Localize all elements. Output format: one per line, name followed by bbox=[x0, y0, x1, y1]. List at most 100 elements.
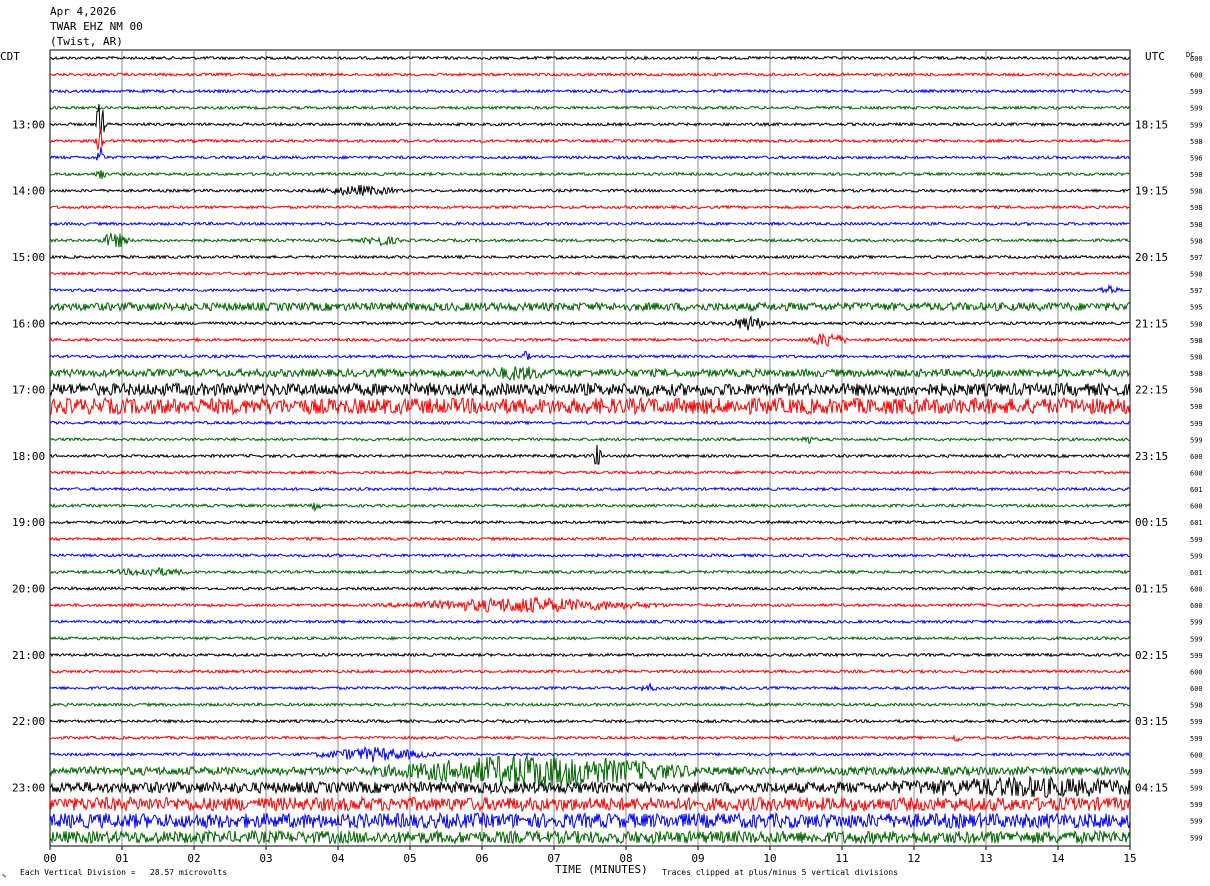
dc-value: 598 bbox=[1190, 387, 1203, 395]
right-hour-label: 04:15 bbox=[1135, 782, 1168, 795]
left-hour-label: 19:00 bbox=[12, 516, 45, 529]
dc-value: 600 bbox=[1190, 685, 1203, 693]
trace-row bbox=[49, 733, 1131, 743]
dc-value: 599 bbox=[1190, 536, 1203, 544]
dc-value: 598 bbox=[1190, 320, 1203, 328]
right-hour-label: 23:15 bbox=[1135, 450, 1168, 463]
dc-value: 600 bbox=[1190, 602, 1203, 610]
dc-value: 599 bbox=[1190, 88, 1203, 96]
x-tick-label: 14 bbox=[1051, 852, 1065, 865]
x-tick-label: 08 bbox=[619, 852, 632, 865]
trace-row bbox=[49, 350, 1131, 361]
right-hour-label: 00:15 bbox=[1135, 516, 1168, 529]
trace-row bbox=[49, 366, 1131, 381]
trace-row bbox=[49, 536, 1131, 542]
dc-header-label: DC bbox=[1186, 51, 1194, 59]
header-date: Apr 4,2026 bbox=[50, 5, 116, 18]
plot-frame bbox=[49, 49, 1131, 847]
trace-group bbox=[49, 55, 1131, 846]
dc-value: 599 bbox=[1190, 619, 1203, 627]
right-hour-label: 19:15 bbox=[1135, 185, 1168, 198]
dc-value: 598 bbox=[1190, 271, 1203, 279]
right-hour-label: 01:15 bbox=[1135, 583, 1168, 596]
left-hour-label: 22:00 bbox=[12, 715, 45, 728]
trace-row bbox=[49, 668, 1131, 675]
dc-value: 601 bbox=[1190, 486, 1203, 494]
dc-value: 599 bbox=[1190, 834, 1203, 842]
x-tick-label: 10 bbox=[763, 852, 776, 865]
dc-value: 600 bbox=[1190, 586, 1203, 594]
trace-row bbox=[49, 381, 1131, 398]
dc-value: 599 bbox=[1190, 735, 1203, 743]
trace-row bbox=[49, 585, 1131, 592]
footer-pencil-icon: ✎ bbox=[2, 872, 6, 880]
trace-row bbox=[49, 552, 1131, 559]
x-tick-label: 11 bbox=[835, 852, 848, 865]
x-tick-label: 13 bbox=[979, 852, 992, 865]
trace-row bbox=[49, 103, 1131, 135]
right-hour-label: 21:15 bbox=[1135, 317, 1168, 330]
left-hour-label: 14:00 bbox=[12, 185, 45, 198]
x-tick-label: 03 bbox=[259, 852, 272, 865]
x-tick-label: 06 bbox=[475, 852, 488, 865]
trace-row bbox=[49, 420, 1131, 426]
dc-value: 601 bbox=[1190, 569, 1203, 577]
dc-value: 599 bbox=[1190, 105, 1203, 113]
footer-clip-note: Traces clipped at plus/minus 5 vertical … bbox=[662, 868, 898, 877]
trace-row bbox=[49, 221, 1131, 227]
trace-row bbox=[49, 652, 1131, 658]
trace-row bbox=[49, 184, 1130, 197]
trace-row bbox=[49, 232, 1131, 248]
dc-value: 598 bbox=[1190, 171, 1203, 179]
x-tick-label: 09 bbox=[691, 852, 704, 865]
plot-area bbox=[49, 49, 1131, 847]
right-timezone-label: UTC bbox=[1145, 50, 1165, 63]
trace-row bbox=[49, 596, 1131, 614]
chart-footer: ✎ Each Vertical Division = 28.57 microvo… bbox=[2, 863, 898, 880]
x-tick-label: 02 bbox=[187, 852, 200, 865]
left-hour-label: 18:00 bbox=[12, 450, 45, 463]
dc-value: 597 bbox=[1190, 287, 1203, 295]
left-hour-label: 20:00 bbox=[12, 583, 45, 596]
trace-row bbox=[49, 754, 1131, 790]
left-hour-label: 23:00 bbox=[12, 782, 45, 795]
left-hour-label: 17:00 bbox=[12, 384, 45, 397]
dc-value: 599 bbox=[1190, 801, 1203, 809]
dc-value: 599 bbox=[1190, 436, 1203, 444]
left-hour-label: 16:00 bbox=[12, 317, 45, 330]
right-hour-label: 20:15 bbox=[1135, 251, 1168, 264]
dc-value: 598 bbox=[1190, 188, 1203, 196]
trace-row bbox=[49, 701, 1131, 708]
right-hour-labels: 18:15 19:15 20:15 21:15 22:15 23:15 00:15 01:15… bbox=[1135, 118, 1168, 794]
dc-value: 596 bbox=[1190, 154, 1203, 162]
dc-value: 599 bbox=[1190, 768, 1203, 776]
dc-value: 600 bbox=[1190, 453, 1203, 461]
trace-row bbox=[49, 169, 1131, 179]
dc-value: 599 bbox=[1190, 718, 1203, 726]
dc-value: 601 bbox=[1190, 519, 1203, 527]
x-tick-label: 01 bbox=[115, 852, 128, 865]
header-station: TWAR EHZ NM 00 bbox=[50, 20, 143, 33]
left-hour-label: 13:00 bbox=[12, 118, 45, 131]
dc-value: 598 bbox=[1190, 237, 1203, 245]
dc-value: 598 bbox=[1190, 353, 1203, 361]
right-hour-label: 02:15 bbox=[1135, 649, 1168, 662]
dc-value: 600 bbox=[1190, 751, 1203, 759]
dc-value: 600 bbox=[1190, 72, 1203, 80]
trace-row bbox=[50, 254, 1131, 260]
dc-value: 599 bbox=[1190, 818, 1203, 826]
trace-row bbox=[49, 486, 1131, 492]
dc-value: 598 bbox=[1190, 403, 1203, 411]
trace-row bbox=[49, 502, 1131, 513]
dc-value: 598 bbox=[1190, 702, 1203, 710]
footer-scale-note: Each Vertical Division = 28.57 microvolt… bbox=[20, 868, 227, 877]
x-tick-label: 05 bbox=[403, 852, 416, 865]
trace-row bbox=[49, 204, 1131, 211]
trace-row bbox=[49, 519, 1131, 526]
trace-row bbox=[49, 300, 1131, 313]
trace-row bbox=[49, 396, 1131, 416]
trace-row bbox=[49, 682, 1131, 692]
chart-header: Apr 4,2026 TWAR EHZ NM 00 (Twist, AR) CD… bbox=[0, 5, 1194, 63]
dc-value: 599 bbox=[1190, 121, 1203, 129]
trace-row bbox=[49, 55, 1131, 61]
